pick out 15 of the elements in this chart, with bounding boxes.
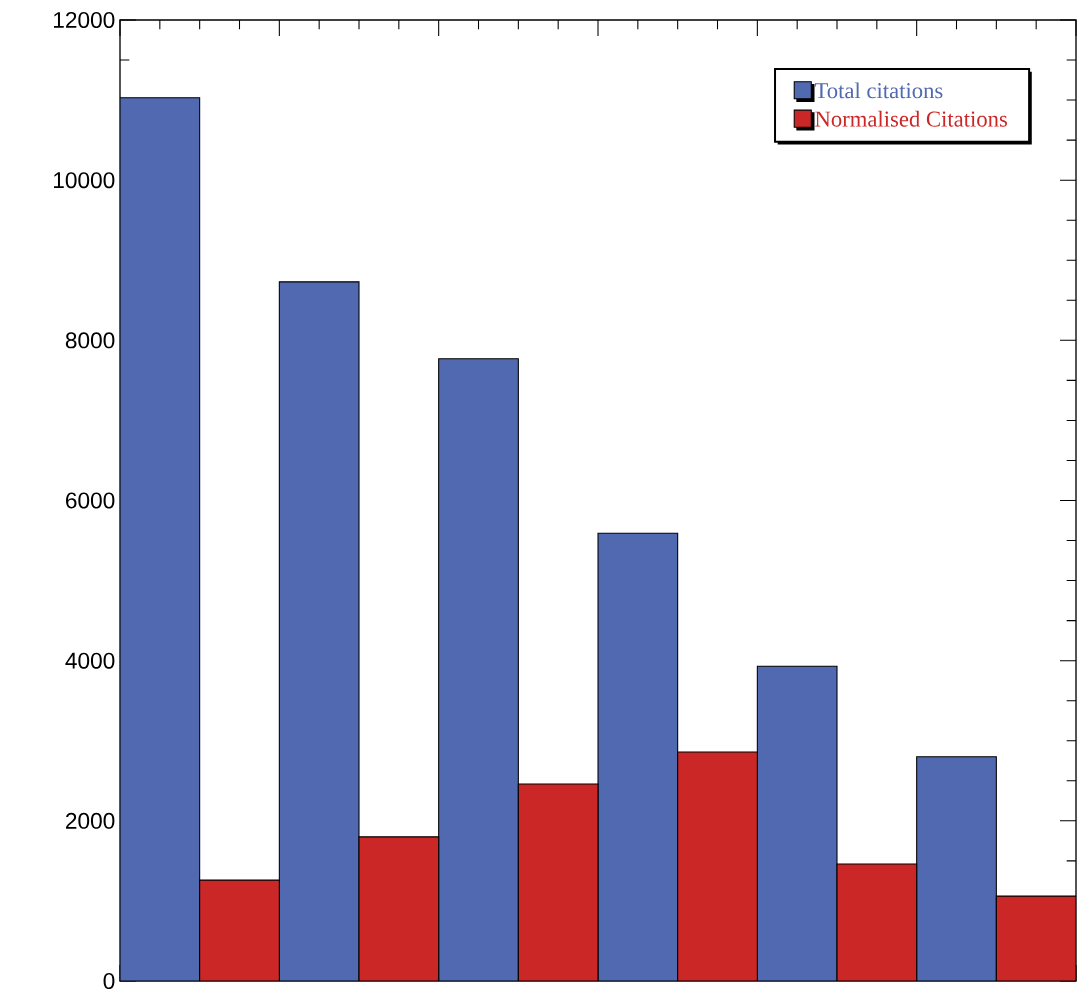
bar bbox=[836, 863, 918, 981]
bar bbox=[677, 751, 758, 981]
bar bbox=[995, 895, 1077, 981]
y-tick-label: 10000 bbox=[54, 172, 115, 189]
bar bbox=[199, 879, 280, 981]
y-tick-label: 8000 bbox=[65, 332, 115, 349]
y-tick-label: 2000 bbox=[66, 812, 115, 829]
bar bbox=[358, 836, 440, 981]
legend-label: Total citations bbox=[814, 82, 943, 99]
y-tick-label: 0 bbox=[103, 972, 115, 990]
y-tick-label: 6000 bbox=[66, 492, 115, 509]
legend-label: Normalised Citations bbox=[815, 110, 1007, 127]
bar bbox=[517, 783, 599, 981]
y-tick-label: 12000 bbox=[54, 11, 115, 29]
y-tick-label: 4000 bbox=[65, 652, 115, 669]
